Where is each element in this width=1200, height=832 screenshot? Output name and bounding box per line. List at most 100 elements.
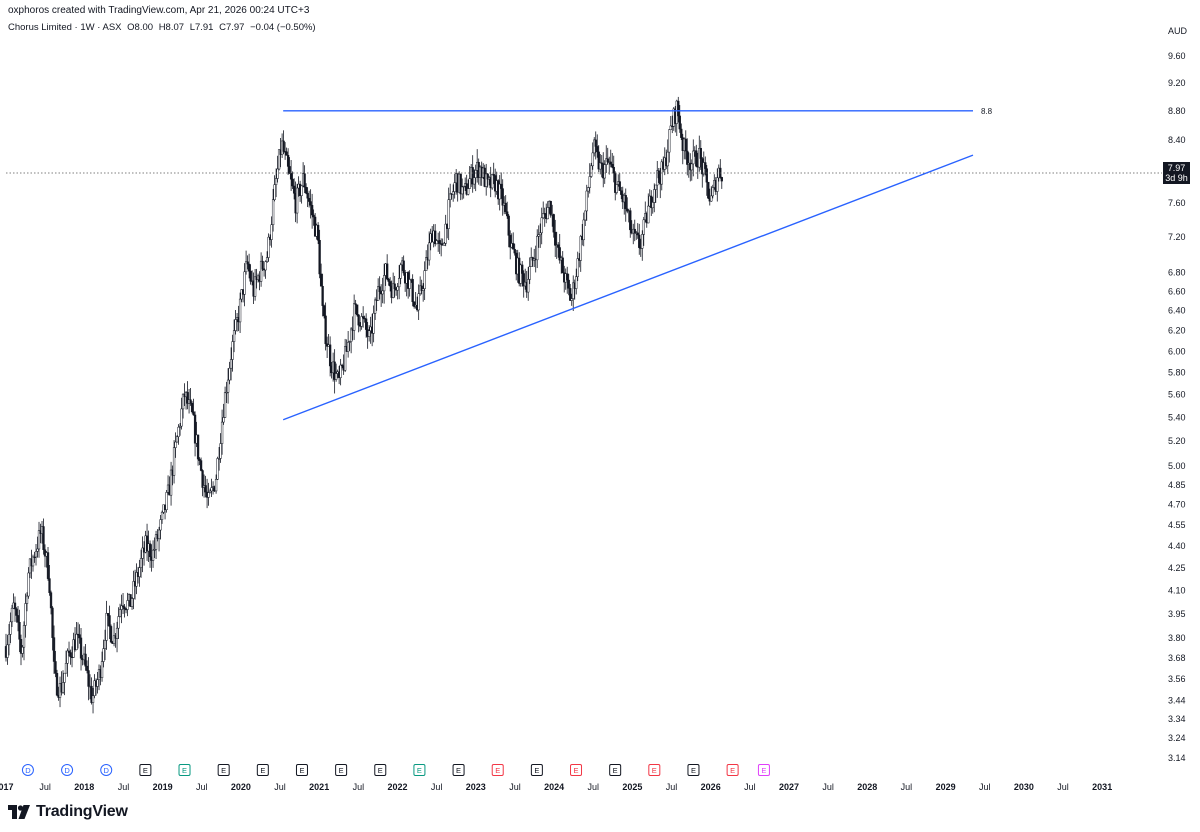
candle-body	[638, 234, 641, 248]
price-tick-label: 9.20	[1168, 78, 1186, 88]
candle-body	[93, 680, 96, 696]
candle-body	[13, 602, 17, 610]
earnings-badge	[687, 764, 700, 776]
earnings-event-icon[interactable]: E	[570, 764, 583, 776]
time-tick-label: 2031	[1092, 782, 1112, 792]
candle-body	[447, 199, 450, 229]
candle-body	[575, 276, 578, 289]
candle-body	[138, 567, 141, 577]
candle-body	[402, 260, 405, 274]
candle-body	[657, 170, 660, 179]
candle-body	[509, 235, 512, 248]
earnings-event-icon[interactable]: E	[726, 764, 739, 776]
earnings-event-icon[interactable]: E	[139, 764, 152, 776]
support-trend-line	[282, 154, 974, 421]
time-tick-label: 017	[0, 782, 14, 792]
candle-body	[31, 556, 35, 567]
currency-label[interactable]: AUD	[1168, 26, 1188, 36]
candle-body	[459, 173, 462, 195]
candle-body	[678, 115, 681, 130]
event-letter: E	[182, 766, 187, 775]
time-tick-label: Jul	[353, 782, 365, 792]
symbol-name[interactable]: Chorus Limited · 1W · ASX	[8, 22, 122, 33]
earnings-event-icon[interactable]: E	[530, 764, 543, 776]
time-tick-label: Jul	[744, 782, 756, 792]
candle-body	[309, 201, 312, 206]
candle-body	[647, 205, 650, 224]
tradingview-brand[interactable]: TradingView	[8, 803, 128, 821]
time-tick-label: 2028	[857, 782, 877, 792]
time-tick-label: 2026	[701, 782, 721, 792]
earnings-event-icon[interactable]: E	[491, 764, 504, 776]
candle-body	[389, 281, 392, 287]
candle-body	[322, 305, 326, 317]
candle-body	[521, 264, 524, 274]
candle-body	[373, 299, 377, 314]
time-tick-label: Jul	[666, 782, 678, 792]
candle-body	[34, 551, 38, 558]
earnings-event-icon[interactable]: E	[648, 764, 661, 776]
candle-body	[36, 548, 39, 552]
candle-body	[363, 317, 366, 320]
candle-body	[695, 150, 698, 167]
candle-body	[552, 214, 555, 233]
candle-body	[600, 162, 603, 164]
candle-body	[193, 414, 197, 444]
candle-body	[528, 266, 531, 280]
candle-body	[100, 661, 104, 678]
candle-body	[633, 228, 636, 234]
price-tick-label: 5.60	[1168, 390, 1186, 400]
time-tick-label: 2025	[622, 782, 642, 792]
candle-body	[318, 240, 321, 275]
candle-body	[536, 236, 539, 261]
earnings-event-icon[interactable]: E	[374, 764, 387, 776]
candle-body	[276, 168, 279, 179]
candle-body	[596, 146, 599, 153]
event-letter: D	[25, 766, 31, 775]
time-tick-label: 2018	[74, 782, 94, 792]
candle-body	[609, 161, 612, 165]
earnings-event-icon[interactable]: E	[256, 764, 269, 776]
dividend-event-icon[interactable]: D	[21, 764, 34, 776]
earnings-badge	[726, 764, 739, 776]
price-tick-label: 3.34	[1168, 714, 1186, 724]
candle-body	[154, 534, 158, 550]
candle-body	[27, 572, 30, 597]
time-tick-label: 2027	[779, 782, 799, 792]
time-tick-label: 2023	[466, 782, 486, 792]
candle-body	[339, 364, 342, 378]
earnings-badge	[491, 764, 504, 776]
earnings-event-icon[interactable]: E	[413, 764, 426, 776]
candle-body	[9, 621, 12, 635]
time-tick-label: Jul	[431, 782, 443, 792]
earnings-event-icon[interactable]: E	[609, 764, 622, 776]
candle-body	[408, 279, 411, 289]
earnings-event-icon[interactable]: E	[335, 764, 348, 776]
candle-body	[567, 279, 570, 289]
candle-body	[349, 328, 353, 342]
candle-body	[620, 190, 623, 195]
earnings-event-icon[interactable]: E	[687, 764, 700, 776]
candle-body	[141, 547, 144, 559]
dividend-event-icon[interactable]: D	[100, 764, 113, 776]
earnings-event-icon[interactable]: E	[452, 764, 465, 776]
time-tick-label: Jul	[822, 782, 834, 792]
candle-body	[413, 301, 416, 307]
candle-body	[570, 298, 573, 301]
candle-body	[21, 646, 24, 654]
candle-body	[367, 330, 371, 337]
low-value: L7.91	[189, 22, 214, 33]
candle-body	[492, 174, 495, 176]
earnings-event-icon[interactable]: E	[295, 764, 308, 776]
candle-body	[108, 615, 111, 627]
dividend-event-icon[interactable]: D	[61, 764, 74, 776]
earnings-event-icon[interactable]: E	[757, 764, 770, 776]
candle-body	[346, 341, 350, 352]
event-letter: E	[378, 766, 383, 775]
candle-body	[130, 598, 134, 607]
earnings-event-icon[interactable]: E	[178, 764, 191, 776]
candle-body	[243, 271, 246, 295]
candle-body	[539, 232, 542, 236]
earnings-event-icon[interactable]: E	[217, 764, 230, 776]
